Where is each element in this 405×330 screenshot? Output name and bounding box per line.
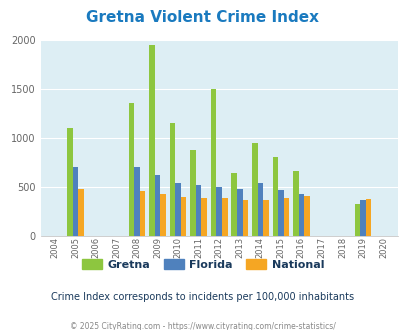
Bar: [365, 199, 371, 236]
Bar: [262, 200, 268, 236]
Legend: Gretna, Florida, National: Gretna, Florida, National: [77, 255, 328, 274]
Bar: [181, 197, 186, 236]
Bar: [128, 103, 134, 236]
Bar: [140, 191, 145, 236]
Bar: [134, 167, 140, 236]
Text: Crime Index corresponds to incidents per 100,000 inhabitants: Crime Index corresponds to incidents per…: [51, 292, 354, 302]
Bar: [169, 123, 175, 236]
Bar: [257, 183, 262, 236]
Bar: [242, 200, 247, 236]
Bar: [359, 200, 365, 236]
Bar: [78, 189, 83, 236]
Text: Gretna Violent Crime Index: Gretna Violent Crime Index: [86, 10, 319, 25]
Bar: [175, 183, 181, 236]
Bar: [354, 204, 359, 236]
Bar: [190, 149, 196, 236]
Bar: [277, 190, 283, 236]
Bar: [283, 198, 288, 236]
Bar: [149, 45, 154, 236]
Bar: [272, 157, 277, 236]
Bar: [298, 194, 303, 236]
Bar: [196, 185, 201, 236]
Bar: [211, 89, 216, 236]
Bar: [160, 194, 166, 236]
Bar: [201, 198, 207, 236]
Bar: [216, 187, 222, 236]
Bar: [292, 171, 298, 236]
Bar: [72, 167, 78, 236]
Text: © 2025 CityRating.com - https://www.cityrating.com/crime-statistics/: © 2025 CityRating.com - https://www.city…: [70, 322, 335, 330]
Bar: [237, 189, 242, 236]
Bar: [303, 196, 309, 236]
Bar: [222, 198, 227, 236]
Bar: [252, 143, 257, 236]
Bar: [67, 128, 72, 236]
Bar: [231, 173, 237, 236]
Bar: [154, 175, 160, 236]
